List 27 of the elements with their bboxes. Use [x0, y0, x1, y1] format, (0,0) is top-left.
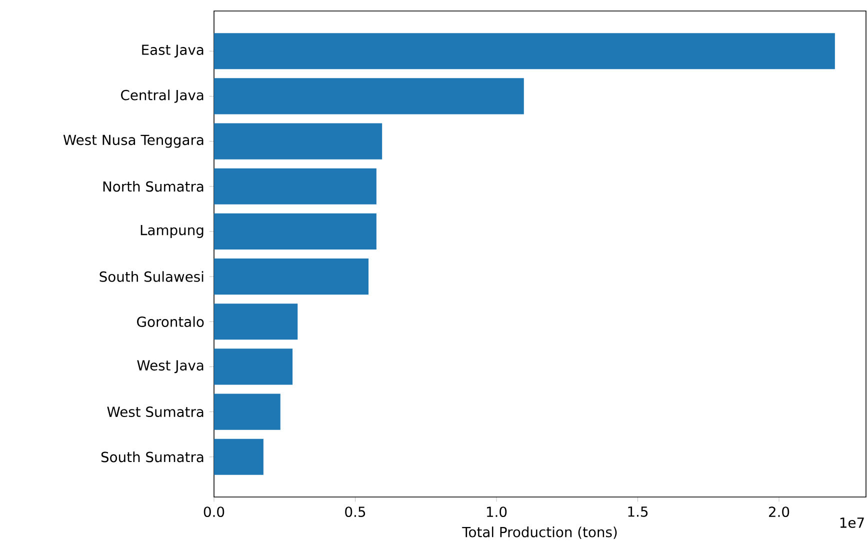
y-tick-label: Lampung — [140, 224, 204, 238]
x-tick-label: 0.0 — [204, 506, 224, 518]
y-tick-label: East Java — [142, 44, 204, 58]
bar — [214, 78, 524, 114]
bar — [214, 33, 835, 70]
bar — [214, 168, 376, 204]
bar — [214, 258, 369, 295]
y-tick-label: North Sumatra — [103, 181, 204, 192]
y-tick-label: West Nusa Tenggara — [63, 134, 204, 148]
x-tick-label: 1.0 — [487, 506, 507, 518]
bar — [214, 123, 382, 160]
bar — [214, 213, 376, 250]
bar — [214, 304, 298, 340]
bar — [214, 348, 293, 385]
x-tick-label: 0.5 — [345, 506, 366, 518]
text: 1e7 — [840, 518, 864, 528]
x-tick-label: 1.5 — [628, 506, 648, 517]
y-tick-label: West Java — [137, 360, 204, 374]
x-tick-label: 2.0 — [768, 506, 790, 518]
y-tick-label: South Sumatra — [101, 452, 204, 462]
y-tick-label: Gorontalo — [137, 316, 204, 327]
bar — [214, 394, 280, 430]
x-axis-title: Total Production (tons) — [462, 526, 617, 539]
y-tick-label: South Sulawesi — [100, 271, 204, 282]
bar — [214, 438, 264, 475]
y-tick-label: Central Java — [121, 90, 204, 103]
y-tick-label: West Sumatra — [107, 406, 204, 418]
